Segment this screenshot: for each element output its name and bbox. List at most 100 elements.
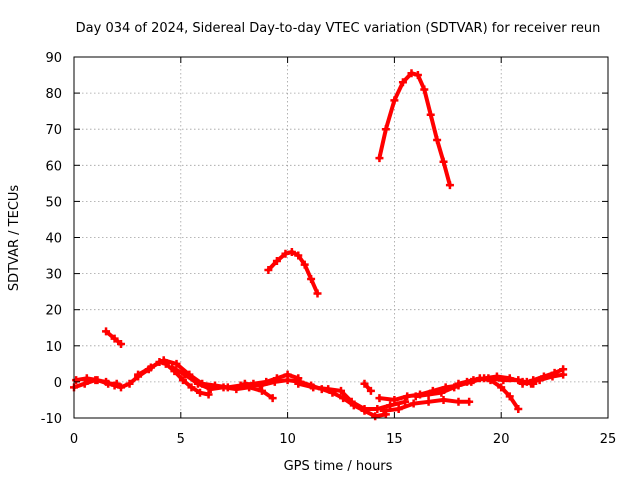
data-point (522, 377, 531, 386)
data-point (559, 370, 568, 379)
data-point (360, 404, 369, 413)
x-tick-label: 10 (279, 432, 296, 447)
data-point (193, 379, 202, 388)
y-axis-title: SDTVAR / TECUs (7, 185, 22, 292)
data-point (283, 376, 292, 385)
data-point (424, 397, 433, 406)
y-tick-label: 90 (45, 51, 62, 66)
data-point (379, 406, 388, 415)
y-tick-label: 30 (45, 268, 62, 283)
series-layer (70, 69, 568, 421)
data-point (450, 383, 459, 392)
data-point (505, 392, 514, 401)
data-point (287, 247, 296, 256)
data-point (300, 260, 309, 269)
data-point (240, 379, 249, 388)
data-point (390, 96, 399, 105)
data-point (196, 388, 205, 397)
data-point (360, 379, 369, 388)
data-point (125, 379, 134, 388)
data-point (518, 379, 527, 388)
data-point (548, 372, 557, 381)
y-tick-label: 70 (45, 123, 62, 138)
data-point (178, 376, 187, 385)
y-tick-label: 0 (54, 376, 62, 391)
data-point (484, 374, 493, 383)
data-point (324, 385, 333, 394)
x-tick-label: 0 (70, 432, 78, 447)
data-point (307, 275, 316, 284)
data-point (465, 397, 474, 406)
data-point (294, 251, 303, 260)
data-point (110, 334, 119, 343)
x-axis-ticks: 0 5 10 15 20 25 (70, 57, 616, 447)
chart-title: Day 034 of 2024, Sidereal Day-to-day VTE… (76, 21, 601, 36)
y-tick-label: 40 (45, 232, 62, 247)
y-tick-label: 50 (45, 195, 62, 210)
series-arc-7 (102, 327, 125, 348)
data-point (232, 385, 241, 394)
series-arc-6 (294, 379, 410, 413)
series-arc-2 (72, 374, 121, 388)
data-point (375, 154, 384, 163)
data-point (294, 379, 303, 388)
data-point (381, 125, 390, 134)
data-point (172, 359, 181, 368)
data-point (159, 356, 168, 365)
x-tick-label: 15 (386, 432, 403, 447)
series-arc-8 (264, 247, 322, 298)
series-arc-4 (168, 363, 277, 403)
data-point (116, 383, 125, 392)
data-point (112, 379, 121, 388)
data-point (398, 78, 407, 87)
data-point (437, 388, 446, 397)
series-arc-12 (379, 395, 474, 415)
data-point (337, 386, 345, 395)
data-point (411, 392, 420, 401)
data-point (347, 397, 356, 406)
data-point (272, 256, 281, 265)
data-point (469, 376, 478, 385)
data-point (420, 85, 429, 94)
data-point (439, 157, 448, 166)
data-point (270, 377, 279, 386)
data-point (104, 379, 113, 388)
data-point (375, 394, 384, 403)
data-point (206, 385, 215, 394)
data-point (168, 363, 177, 372)
data-point (439, 395, 448, 404)
data-point (313, 289, 322, 298)
data-point (373, 404, 382, 413)
data-point (281, 249, 290, 258)
data-point (454, 379, 463, 388)
data-point (102, 327, 111, 336)
y-tick-label: -10 (41, 412, 62, 427)
data-point (394, 404, 403, 413)
y-tick-label: 60 (45, 159, 62, 174)
data-point (426, 110, 435, 119)
data-point (390, 395, 399, 404)
data-point (181, 370, 190, 379)
data-point (401, 397, 410, 406)
data-point (371, 412, 380, 421)
data-point (257, 386, 266, 395)
data-point (499, 376, 508, 385)
series-arc-16 (522, 370, 568, 386)
data-point (219, 383, 228, 392)
series-arc-14 (454, 374, 536, 388)
data-point (514, 376, 523, 385)
y-tick-label: 10 (45, 340, 62, 355)
data-point (497, 383, 506, 392)
x-tick-label: 5 (177, 432, 185, 447)
data-point (445, 181, 454, 190)
x-tick-label: 20 (493, 432, 510, 447)
data-point (116, 339, 125, 348)
data-point (407, 69, 416, 78)
data-point (413, 71, 422, 80)
data-point (409, 399, 418, 408)
data-point (309, 383, 318, 392)
data-point (187, 383, 196, 392)
y-tick-label: 20 (45, 304, 62, 319)
data-point (366, 386, 375, 395)
